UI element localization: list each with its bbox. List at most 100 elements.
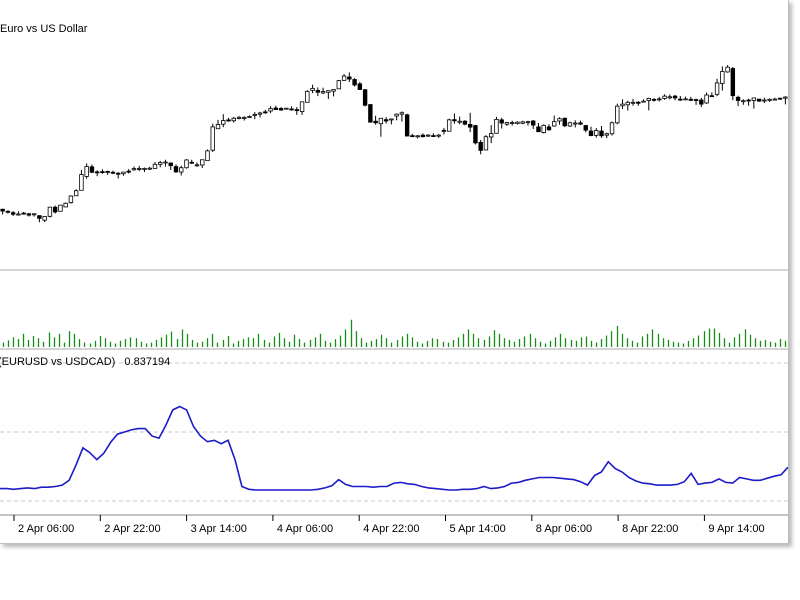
candle-body-up (741, 100, 746, 103)
candle (357, 82, 363, 90)
candle (273, 105, 278, 110)
candle (709, 92, 715, 98)
candle-body-down (105, 170, 110, 173)
time-tick-label: 2 Apr 06:00 (18, 523, 74, 535)
candle-body-up (268, 108, 273, 112)
candle-body-down (10, 212, 16, 215)
candle-body-down (100, 171, 105, 174)
candle (315, 87, 321, 97)
candle-body-up (772, 98, 778, 101)
candle (331, 89, 336, 97)
candle-body-down (562, 117, 567, 127)
candle (378, 117, 384, 137)
candle (368, 104, 373, 123)
candle (137, 165, 142, 172)
candle (756, 98, 762, 102)
candle-body-up (326, 90, 331, 93)
candle-body-down (410, 135, 415, 137)
candle (73, 189, 79, 197)
candle-body-down (294, 109, 300, 111)
candle-body-down (693, 99, 699, 101)
candle (89, 164, 95, 174)
candle-body-down (699, 99, 704, 105)
candle (420, 133, 426, 138)
candle-body-up (657, 98, 662, 101)
candle (620, 99, 625, 110)
candle-body-up (331, 89, 336, 92)
candle (609, 121, 615, 136)
candle (431, 133, 436, 137)
candle-body-down (688, 98, 694, 101)
candle-body-down (431, 135, 436, 137)
candle-body-down (462, 120, 468, 125)
candle (699, 97, 704, 108)
candle-body-up (552, 121, 557, 127)
candle (525, 120, 531, 126)
candle-body-up (284, 107, 289, 110)
candle-body-up (31, 213, 37, 216)
candle (704, 92, 709, 104)
candle (278, 107, 284, 111)
candle (741, 99, 746, 105)
candle-body-up (121, 171, 126, 175)
candle-body-up (488, 133, 494, 138)
candle-body-down (672, 95, 678, 99)
candle (84, 163, 89, 179)
candle-body-down (37, 215, 42, 219)
candle (730, 66, 736, 101)
candle-body-up (762, 99, 767, 102)
candle (615, 103, 620, 125)
candle (688, 96, 694, 102)
candle (184, 159, 189, 169)
candle-body-up (47, 206, 53, 217)
candle-body-up (399, 112, 405, 115)
time-tick-label: 4 Apr 06:00 (277, 523, 333, 535)
candle-body-down (651, 98, 657, 101)
candle (693, 98, 699, 105)
candle (236, 115, 242, 120)
candle (247, 115, 252, 118)
candle-body-down (777, 97, 783, 100)
candle (221, 114, 226, 128)
candle (373, 115, 378, 125)
candle-body-up (573, 122, 578, 125)
candle (142, 167, 147, 173)
candle (536, 123, 541, 133)
candle-body-down (0, 208, 5, 212)
candle-body-up (310, 87, 315, 91)
candle-body-up (389, 118, 394, 121)
candle (520, 120, 525, 125)
candle (179, 165, 184, 176)
candle (294, 107, 300, 115)
candle (509, 120, 515, 126)
candle-body-up (242, 116, 247, 119)
candle (573, 120, 578, 128)
candle-body-up (221, 120, 226, 125)
candle-body-down (278, 108, 284, 111)
candle (399, 111, 405, 122)
candle (746, 98, 751, 106)
volume-bars (2, 319, 787, 347)
candle (646, 97, 651, 111)
time-tick-label: 4 Apr 22:00 (363, 523, 419, 535)
candle (352, 78, 357, 87)
candle (242, 116, 247, 121)
candle-body-up (662, 95, 667, 99)
indicator-name: (EURUSD vs USDCAD) (0, 356, 115, 368)
candle-body-down (383, 119, 389, 122)
candle-body-up (609, 122, 615, 135)
candle-body-down (373, 120, 378, 124)
candle-body-down (746, 99, 751, 102)
candle-body-up (436, 134, 441, 137)
candle-body-down (168, 162, 173, 167)
candle-body-down (173, 166, 179, 173)
candle-body-up (504, 122, 510, 125)
candle (531, 120, 536, 129)
candle-body-up (341, 75, 347, 81)
candle-body-up (615, 105, 620, 124)
candle-body-up (215, 124, 221, 130)
candle (630, 99, 636, 106)
candle-body-up (42, 216, 47, 221)
candle-body-up (163, 161, 168, 164)
candle (121, 171, 126, 176)
